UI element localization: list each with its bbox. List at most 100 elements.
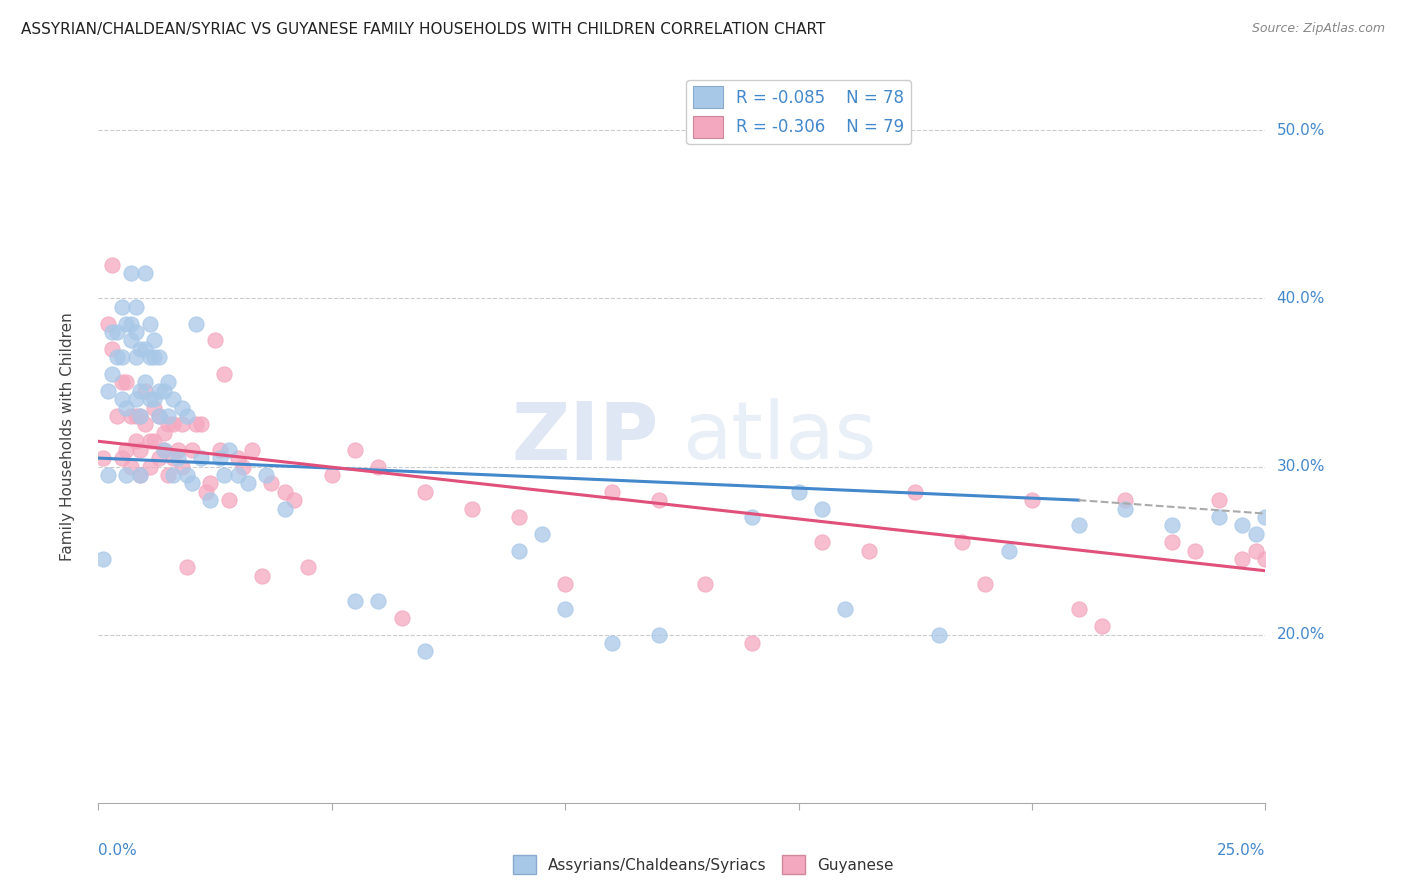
- Point: [186, 317, 208, 331]
- Point: [834, 602, 856, 616]
- Point: [344, 594, 367, 608]
- Point: [129, 467, 152, 482]
- Point: [129, 442, 152, 457]
- Point: [236, 476, 259, 491]
- Point: [208, 451, 231, 466]
- Point: [1254, 510, 1277, 524]
- Legend: R = -0.085    N = 78, R = -0.306    N = 79: R = -0.085 N = 78, R = -0.306 N = 79: [686, 79, 911, 145]
- Point: [125, 325, 148, 339]
- Point: [157, 409, 180, 423]
- Point: [1244, 526, 1267, 541]
- Point: [554, 577, 576, 591]
- Point: [120, 334, 142, 348]
- Point: [148, 409, 170, 423]
- Point: [101, 342, 124, 356]
- Point: [461, 501, 484, 516]
- Point: [1230, 552, 1253, 566]
- Point: [129, 342, 152, 356]
- Point: [120, 409, 142, 423]
- Point: [152, 442, 174, 457]
- Point: [129, 409, 152, 423]
- Point: [811, 501, 834, 516]
- Point: [166, 451, 188, 466]
- Point: [1114, 493, 1136, 508]
- Point: [367, 594, 389, 608]
- Point: [97, 467, 120, 482]
- Point: [176, 560, 198, 574]
- Point: [367, 459, 389, 474]
- Point: [111, 300, 134, 314]
- Legend: Assyrians/Chaldeans/Syriacs, Guyanese: Assyrians/Chaldeans/Syriacs, Guyanese: [506, 849, 900, 880]
- Point: [1161, 535, 1184, 549]
- Point: [134, 376, 156, 390]
- Point: [274, 484, 297, 499]
- Point: [997, 543, 1019, 558]
- Point: [91, 552, 114, 566]
- Point: [166, 442, 188, 457]
- Point: [1254, 552, 1277, 566]
- Point: [152, 442, 174, 457]
- Point: [904, 484, 927, 499]
- Point: [1230, 518, 1253, 533]
- Point: [787, 484, 810, 499]
- Point: [190, 451, 212, 466]
- Point: [139, 459, 162, 474]
- Point: [143, 392, 166, 407]
- Point: [129, 384, 152, 398]
- Point: [157, 417, 180, 432]
- Point: [115, 442, 138, 457]
- Text: atlas: atlas: [682, 398, 876, 476]
- Point: [176, 467, 198, 482]
- Point: [858, 543, 880, 558]
- Point: [162, 451, 184, 466]
- Text: 20.0%: 20.0%: [1277, 627, 1324, 642]
- Point: [143, 401, 166, 415]
- Point: [413, 644, 436, 658]
- Point: [741, 636, 763, 650]
- Point: [129, 467, 152, 482]
- Point: [283, 493, 305, 508]
- Point: [143, 350, 166, 364]
- Point: [190, 417, 212, 432]
- Point: [256, 467, 278, 482]
- Point: [129, 409, 152, 423]
- Point: [115, 467, 138, 482]
- Point: [125, 350, 148, 364]
- Point: [162, 392, 184, 407]
- Point: [101, 325, 124, 339]
- Point: [274, 501, 297, 516]
- Point: [134, 266, 156, 280]
- Point: [139, 350, 162, 364]
- Point: [180, 476, 202, 491]
- Point: [950, 535, 973, 549]
- Point: [1208, 493, 1230, 508]
- Point: [214, 467, 236, 482]
- Point: [1067, 602, 1090, 616]
- Point: [120, 266, 142, 280]
- Point: [91, 451, 114, 466]
- Point: [413, 484, 436, 499]
- Point: [928, 627, 950, 641]
- Point: [741, 510, 763, 524]
- Point: [111, 350, 134, 364]
- Point: [97, 317, 120, 331]
- Point: [152, 425, 174, 440]
- Point: [260, 476, 283, 491]
- Point: [1067, 518, 1090, 533]
- Point: [115, 317, 138, 331]
- Text: 0.0%: 0.0%: [98, 843, 138, 858]
- Point: [139, 317, 162, 331]
- Point: [134, 384, 156, 398]
- Point: [172, 459, 194, 474]
- Text: ASSYRIAN/CHALDEAN/SYRIAC VS GUYANESE FAMILY HOUSEHOLDS WITH CHILDREN CORRELATION: ASSYRIAN/CHALDEAN/SYRIAC VS GUYANESE FAM…: [21, 22, 825, 37]
- Point: [152, 384, 174, 398]
- Point: [157, 376, 180, 390]
- Point: [811, 535, 834, 549]
- Point: [101, 367, 124, 381]
- Point: [115, 401, 138, 415]
- Point: [176, 409, 198, 423]
- Point: [530, 526, 553, 541]
- Point: [194, 484, 217, 499]
- Text: 50.0%: 50.0%: [1277, 123, 1324, 137]
- Point: [143, 334, 166, 348]
